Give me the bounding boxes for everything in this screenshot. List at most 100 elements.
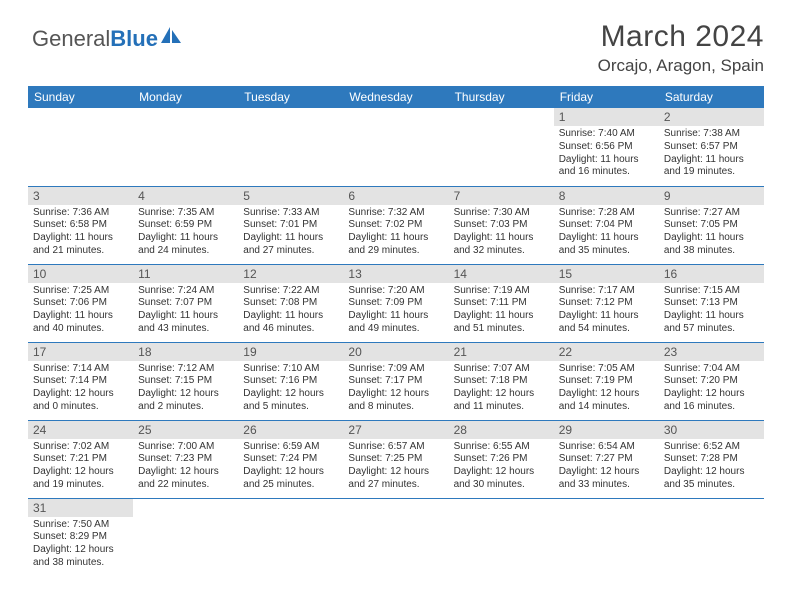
day-number: 15 (554, 265, 659, 283)
day-number: 17 (28, 343, 133, 361)
day-number: 22 (554, 343, 659, 361)
day-number: 7 (449, 187, 554, 205)
sunrise-text: Sunrise: 7:17 AM (559, 285, 654, 298)
sunset-text: Sunset: 7:16 PM (243, 375, 338, 388)
sunset-text: Sunset: 7:08 PM (243, 297, 338, 310)
daylight-text: Daylight: 11 hours and 32 minutes. (454, 232, 549, 258)
calendar-table: Sunday Monday Tuesday Wednesday Thursday… (28, 86, 764, 576)
calendar-cell: 19Sunrise: 7:10 AMSunset: 7:16 PMDayligh… (238, 342, 343, 420)
sunset-text: Sunset: 6:59 PM (138, 219, 233, 232)
daylight-text: Daylight: 12 hours and 25 minutes. (243, 466, 338, 492)
calendar-cell (343, 498, 448, 576)
calendar-cell: 9Sunrise: 7:27 AMSunset: 7:05 PMDaylight… (659, 186, 764, 264)
sunset-text: Sunset: 6:56 PM (559, 141, 654, 154)
day-info: Sunrise: 7:50 AMSunset: 8:29 PMDaylight:… (28, 517, 133, 573)
sunrise-text: Sunrise: 7:20 AM (348, 285, 443, 298)
daylight-text: Daylight: 12 hours and 16 minutes. (664, 388, 759, 414)
calendar-cell: 20Sunrise: 7:09 AMSunset: 7:17 PMDayligh… (343, 342, 448, 420)
sunset-text: Sunset: 6:58 PM (33, 219, 128, 232)
day-info: Sunrise: 7:25 AMSunset: 7:06 PMDaylight:… (28, 283, 133, 339)
calendar-cell (449, 498, 554, 576)
day-info: Sunrise: 7:19 AMSunset: 7:11 PMDaylight:… (449, 283, 554, 339)
day-number: 25 (133, 421, 238, 439)
day-number: 24 (28, 421, 133, 439)
sunrise-text: Sunrise: 7:36 AM (33, 207, 128, 220)
day-info: Sunrise: 7:00 AMSunset: 7:23 PMDaylight:… (133, 439, 238, 495)
day-info: Sunrise: 7:07 AMSunset: 7:18 PMDaylight:… (449, 361, 554, 417)
weekday-header: Tuesday (238, 86, 343, 108)
daylight-text: Daylight: 12 hours and 14 minutes. (559, 388, 654, 414)
weekday-header-row: Sunday Monday Tuesday Wednesday Thursday… (28, 86, 764, 108)
day-info: Sunrise: 7:09 AMSunset: 7:17 PMDaylight:… (343, 361, 448, 417)
logo-text-1: General (32, 26, 110, 52)
daylight-text: Daylight: 11 hours and 51 minutes. (454, 310, 549, 336)
sunset-text: Sunset: 7:01 PM (243, 219, 338, 232)
day-number: 16 (659, 265, 764, 283)
sunset-text: Sunset: 7:02 PM (348, 219, 443, 232)
weekday-header: Sunday (28, 86, 133, 108)
sunset-text: Sunset: 7:24 PM (243, 453, 338, 466)
daylight-text: Daylight: 11 hours and 19 minutes. (664, 154, 759, 180)
daylight-text: Daylight: 11 hours and 24 minutes. (138, 232, 233, 258)
sunrise-text: Sunrise: 6:57 AM (348, 441, 443, 454)
day-number: 20 (343, 343, 448, 361)
day-number: 14 (449, 265, 554, 283)
daylight-text: Daylight: 12 hours and 2 minutes. (138, 388, 233, 414)
sunset-text: Sunset: 7:13 PM (664, 297, 759, 310)
day-info: Sunrise: 6:55 AMSunset: 7:26 PMDaylight:… (449, 439, 554, 495)
daylight-text: Daylight: 12 hours and 30 minutes. (454, 466, 549, 492)
calendar-cell: 24Sunrise: 7:02 AMSunset: 7:21 PMDayligh… (28, 420, 133, 498)
sunrise-text: Sunrise: 7:00 AM (138, 441, 233, 454)
day-number: 29 (554, 421, 659, 439)
sunset-text: Sunset: 7:15 PM (138, 375, 233, 388)
day-info: Sunrise: 7:20 AMSunset: 7:09 PMDaylight:… (343, 283, 448, 339)
sunrise-text: Sunrise: 7:27 AM (664, 207, 759, 220)
sunset-text: Sunset: 7:05 PM (664, 219, 759, 232)
sunrise-text: Sunrise: 6:59 AM (243, 441, 338, 454)
calendar-cell: 7Sunrise: 7:30 AMSunset: 7:03 PMDaylight… (449, 186, 554, 264)
day-info: Sunrise: 7:15 AMSunset: 7:13 PMDaylight:… (659, 283, 764, 339)
sunset-text: Sunset: 7:26 PM (454, 453, 549, 466)
brand-logo: GeneralBlue (32, 26, 183, 52)
calendar-cell: 16Sunrise: 7:15 AMSunset: 7:13 PMDayligh… (659, 264, 764, 342)
day-info: Sunrise: 7:35 AMSunset: 6:59 PMDaylight:… (133, 205, 238, 261)
daylight-text: Daylight: 11 hours and 21 minutes. (33, 232, 128, 258)
daylight-text: Daylight: 12 hours and 19 minutes. (33, 466, 128, 492)
daylight-text: Daylight: 11 hours and 27 minutes. (243, 232, 338, 258)
sunrise-text: Sunrise: 7:02 AM (33, 441, 128, 454)
sunset-text: Sunset: 7:07 PM (138, 297, 233, 310)
day-number: 12 (238, 265, 343, 283)
day-info: Sunrise: 6:57 AMSunset: 7:25 PMDaylight:… (343, 439, 448, 495)
day-info: Sunrise: 7:12 AMSunset: 7:15 PMDaylight:… (133, 361, 238, 417)
day-number: 31 (28, 499, 133, 517)
calendar-cell: 23Sunrise: 7:04 AMSunset: 7:20 PMDayligh… (659, 342, 764, 420)
day-info: Sunrise: 7:38 AMSunset: 6:57 PMDaylight:… (659, 126, 764, 182)
sunrise-text: Sunrise: 7:12 AM (138, 363, 233, 376)
calendar-cell: 27Sunrise: 6:57 AMSunset: 7:25 PMDayligh… (343, 420, 448, 498)
day-number: 23 (659, 343, 764, 361)
day-number: 26 (238, 421, 343, 439)
daylight-text: Daylight: 12 hours and 27 minutes. (348, 466, 443, 492)
calendar-cell: 28Sunrise: 6:55 AMSunset: 7:26 PMDayligh… (449, 420, 554, 498)
day-info: Sunrise: 7:17 AMSunset: 7:12 PMDaylight:… (554, 283, 659, 339)
day-number: 11 (133, 265, 238, 283)
sunrise-text: Sunrise: 7:30 AM (454, 207, 549, 220)
sunset-text: Sunset: 7:06 PM (33, 297, 128, 310)
day-info: Sunrise: 7:28 AMSunset: 7:04 PMDaylight:… (554, 205, 659, 261)
calendar-cell: 22Sunrise: 7:05 AMSunset: 7:19 PMDayligh… (554, 342, 659, 420)
day-info: Sunrise: 7:22 AMSunset: 7:08 PMDaylight:… (238, 283, 343, 339)
calendar-row: 10Sunrise: 7:25 AMSunset: 7:06 PMDayligh… (28, 264, 764, 342)
day-info: Sunrise: 7:14 AMSunset: 7:14 PMDaylight:… (28, 361, 133, 417)
daylight-text: Daylight: 11 hours and 29 minutes. (348, 232, 443, 258)
day-number: 18 (133, 343, 238, 361)
daylight-text: Daylight: 12 hours and 0 minutes. (33, 388, 128, 414)
calendar-row: 31Sunrise: 7:50 AMSunset: 8:29 PMDayligh… (28, 498, 764, 576)
sunrise-text: Sunrise: 7:04 AM (664, 363, 759, 376)
day-info: Sunrise: 7:27 AMSunset: 7:05 PMDaylight:… (659, 205, 764, 261)
day-number: 8 (554, 187, 659, 205)
daylight-text: Daylight: 11 hours and 35 minutes. (559, 232, 654, 258)
calendar-cell: 15Sunrise: 7:17 AMSunset: 7:12 PMDayligh… (554, 264, 659, 342)
sunrise-text: Sunrise: 7:24 AM (138, 285, 233, 298)
day-info: Sunrise: 7:36 AMSunset: 6:58 PMDaylight:… (28, 205, 133, 261)
calendar-cell: 21Sunrise: 7:07 AMSunset: 7:18 PMDayligh… (449, 342, 554, 420)
